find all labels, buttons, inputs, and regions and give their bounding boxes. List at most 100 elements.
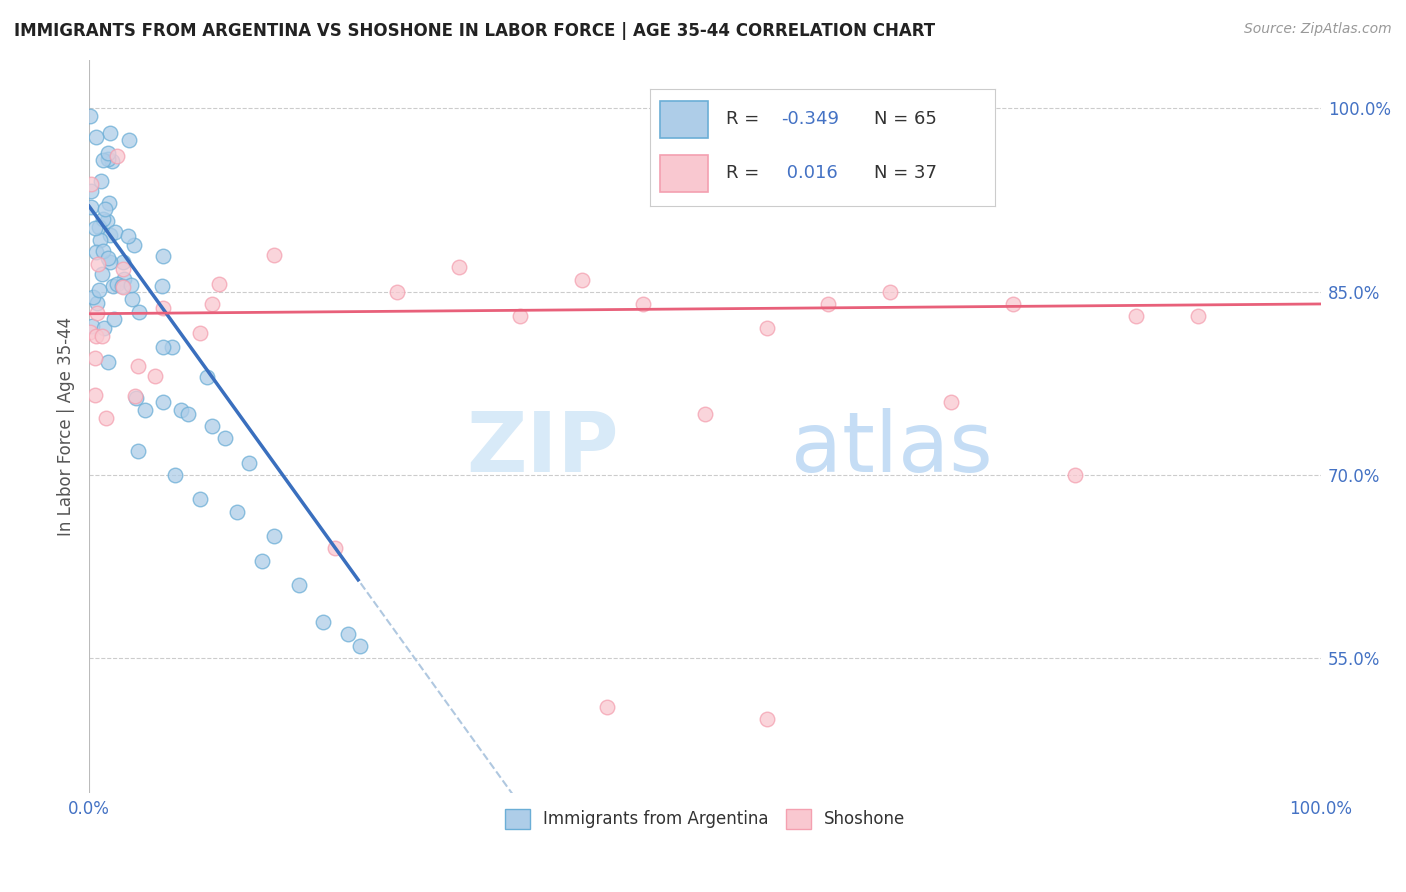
Point <box>755 321 778 335</box>
Point <box>84 351 107 366</box>
Point <box>104 225 127 239</box>
Point <box>755 712 778 726</box>
Point <box>91 244 114 258</box>
Point <box>128 305 150 319</box>
Text: IMMIGRANTS FROM ARGENTINA VS SHOSHONE IN LABOR FORCE | AGE 35-44 CORRELATION CHA: IMMIGRANTS FROM ARGENTINA VS SHOSHONE IN… <box>14 22 935 40</box>
Point <box>263 529 285 543</box>
Point <box>112 280 135 294</box>
Point <box>112 271 135 285</box>
Point <box>86 244 108 259</box>
Point <box>82 290 104 304</box>
Point <box>124 389 146 403</box>
Point <box>105 149 128 163</box>
Point <box>263 248 285 262</box>
Point <box>238 456 260 470</box>
Point <box>312 615 335 629</box>
Point <box>120 277 142 292</box>
Point <box>325 541 347 556</box>
Point <box>87 283 110 297</box>
Point <box>693 407 716 421</box>
Point <box>91 268 114 282</box>
Point <box>127 359 149 373</box>
Point <box>121 293 143 307</box>
Point <box>188 492 211 507</box>
Point <box>125 391 148 405</box>
Point <box>97 153 120 167</box>
Point <box>84 388 107 402</box>
Point <box>152 394 174 409</box>
Point <box>152 340 174 354</box>
Point <box>188 326 211 340</box>
Point <box>122 238 145 252</box>
Point <box>80 178 103 192</box>
Point <box>152 249 174 263</box>
Point <box>127 443 149 458</box>
Point <box>94 202 117 217</box>
Point <box>80 184 103 198</box>
Point <box>101 279 124 293</box>
Point <box>86 296 108 310</box>
Text: Source: ZipAtlas.com: Source: ZipAtlas.com <box>1244 22 1392 37</box>
Point <box>385 285 408 299</box>
Point <box>103 312 125 326</box>
Point <box>817 297 839 311</box>
Point <box>225 505 247 519</box>
Point <box>160 340 183 354</box>
Text: atlas: atlas <box>792 408 993 489</box>
Point <box>87 257 110 271</box>
Point <box>111 278 134 293</box>
Text: ZIP: ZIP <box>467 408 619 489</box>
Point <box>84 130 107 145</box>
Point <box>97 355 120 369</box>
Point <box>97 251 120 265</box>
Point <box>118 133 141 147</box>
Point <box>595 700 617 714</box>
Point <box>91 329 114 343</box>
Y-axis label: In Labor Force | Age 35-44: In Labor Force | Age 35-44 <box>58 317 75 536</box>
Point <box>207 277 229 291</box>
Point <box>96 214 118 228</box>
Point <box>97 146 120 161</box>
Point <box>287 578 309 592</box>
Point <box>101 153 124 168</box>
Point <box>84 221 107 235</box>
Point <box>93 212 115 227</box>
Point <box>117 228 139 243</box>
Point <box>134 403 156 417</box>
Point <box>152 301 174 316</box>
Point <box>165 468 187 483</box>
Point <box>91 153 114 168</box>
Point <box>80 200 103 214</box>
Point <box>1002 297 1025 311</box>
Point <box>111 261 134 276</box>
Point <box>143 369 166 384</box>
Point <box>86 328 108 343</box>
Point <box>87 219 110 234</box>
Point <box>941 394 963 409</box>
Point <box>1063 468 1085 483</box>
Point <box>89 233 111 247</box>
Point <box>79 325 101 339</box>
Point <box>90 174 112 188</box>
Point <box>93 321 115 335</box>
Point <box>201 419 224 434</box>
Point <box>112 255 135 269</box>
Point <box>250 553 273 567</box>
Point <box>176 407 198 421</box>
Point <box>349 639 371 653</box>
Point <box>98 255 121 269</box>
Point <box>201 297 224 311</box>
Point <box>96 411 118 425</box>
Point <box>79 110 101 124</box>
Legend: Immigrants from Argentina, Shoshone: Immigrants from Argentina, Shoshone <box>498 802 911 836</box>
Point <box>571 272 593 286</box>
Point <box>105 277 128 291</box>
Point <box>447 260 470 275</box>
Point <box>98 196 121 211</box>
Point <box>86 306 108 320</box>
Point <box>80 319 103 334</box>
Point <box>1187 309 1209 323</box>
Point <box>509 309 531 323</box>
Point <box>633 297 655 311</box>
Point <box>195 369 218 384</box>
